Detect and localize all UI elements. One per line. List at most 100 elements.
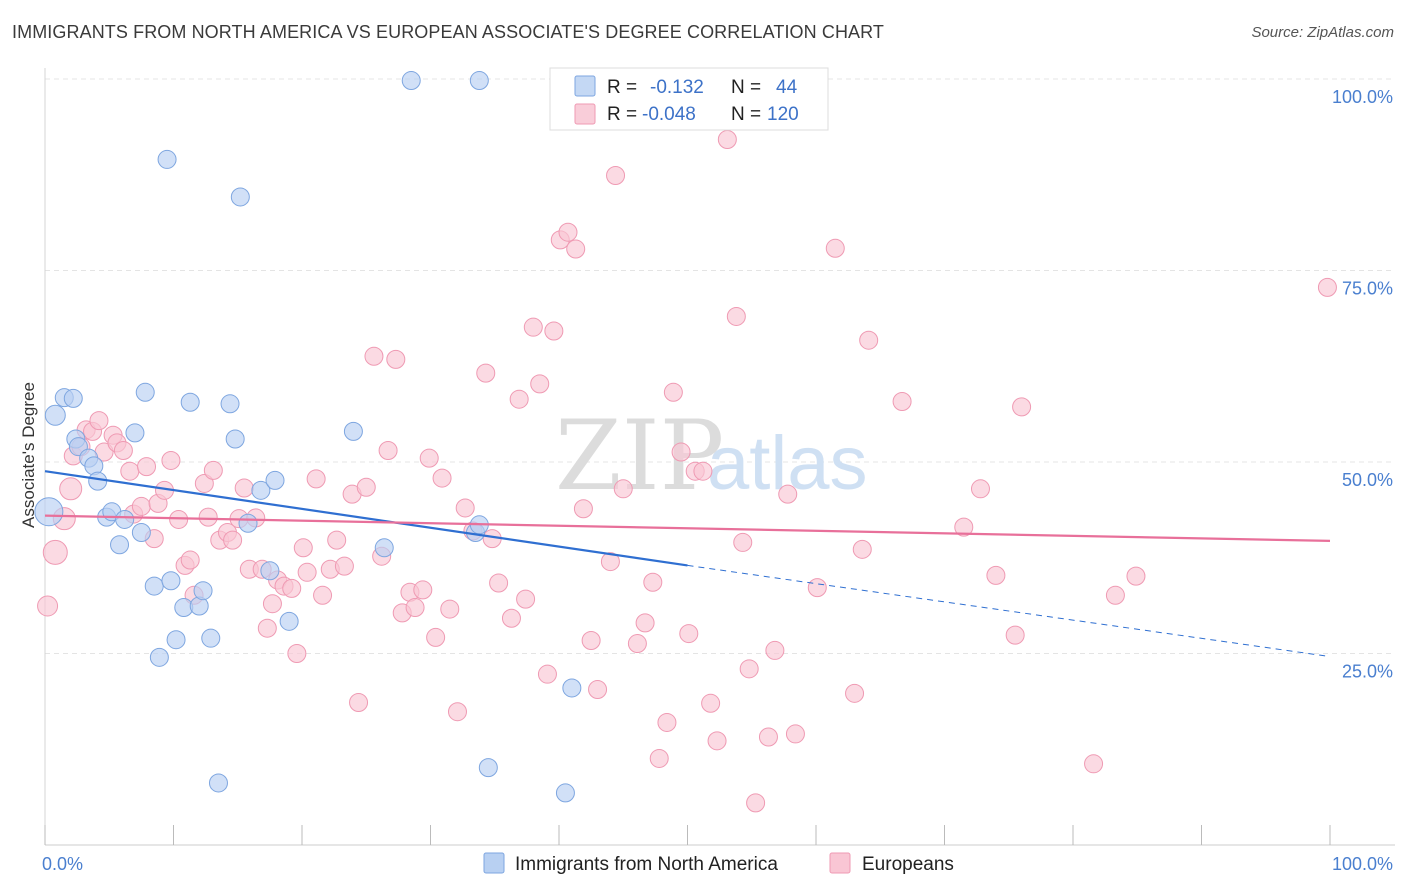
europeans-point-42 (293, 538, 313, 558)
bottom-legend-swatch-blue (483, 852, 505, 874)
europeans-point-8 (89, 411, 109, 431)
north-america-point-35 (343, 421, 363, 441)
legend-n-value-blue: 44 (776, 77, 798, 98)
europeans-point-121 (1317, 277, 1337, 297)
north-america-point-29 (230, 187, 250, 207)
europeans-point-95 (693, 461, 713, 481)
europeans-point-112 (892, 391, 912, 411)
europeans-point-12 (113, 441, 133, 461)
north-america-point-31 (251, 480, 271, 500)
europeans-point-71 (509, 389, 529, 409)
north-america-point-42 (555, 783, 575, 803)
europeans-point-83 (600, 552, 620, 572)
legend-n-label-pink: N = (731, 104, 761, 125)
europeans-point-104 (765, 640, 785, 660)
europeans-point-64 (447, 702, 467, 722)
north-america-trend-line (44, 470, 688, 567)
europeans-points (37, 130, 1337, 813)
europeans-point-30 (223, 530, 243, 550)
europeans-point-81 (581, 630, 601, 650)
watermark: ZIP atlas (555, 400, 868, 512)
europeans-point-108 (825, 238, 845, 258)
europeans-point-58 (405, 598, 425, 618)
europeans-point-63 (440, 599, 460, 619)
north-america-trend-extension (687, 564, 1331, 658)
europeans-point-111 (859, 330, 879, 350)
north-america-point-43 (562, 678, 582, 698)
x-tick-label-1: 100.0% (1332, 854, 1393, 874)
legend-box: R = -0.132 N = 44 R = -0.048 N = 120 (549, 67, 829, 131)
north-america-point-30 (238, 513, 258, 533)
europeans-point-45 (313, 585, 333, 605)
europeans-point-62 (432, 468, 452, 488)
legend-r-label-pink: R = (607, 104, 637, 125)
europeans-point-54 (378, 441, 398, 461)
europeans-point-99 (726, 306, 746, 326)
europeans-point-84 (606, 166, 626, 186)
europeans-point-90 (657, 712, 677, 732)
legend-swatch-blue (574, 75, 596, 97)
north-america-point-34 (279, 611, 299, 631)
legend-r-value-pink: -0.048 (642, 104, 696, 125)
north-america-point-8 (88, 471, 108, 491)
europeans-point-43 (297, 562, 317, 582)
europeans-point-72 (516, 589, 536, 609)
europeans-point-73 (523, 317, 543, 337)
europeans-point-101 (739, 659, 759, 679)
north-america-point-17 (149, 647, 169, 667)
europeans-point-103 (758, 727, 778, 747)
europeans-point-75 (537, 664, 557, 684)
europeans-point-36 (257, 618, 277, 638)
y-tick-label-3: 100.0% (1332, 87, 1393, 107)
europeans-point-109 (845, 683, 865, 703)
legend-n-label-blue: N = (731, 77, 761, 98)
north-america-point-3 (63, 388, 83, 408)
chart-title: IMMIGRANTS FROM NORTH AMERICA VS EUROPEA… (12, 22, 885, 42)
source-label: Source: ZipAtlas.com (1251, 24, 1394, 41)
axes (44, 68, 1395, 846)
legend-box-frame (549, 67, 829, 131)
europeans-point-61 (426, 627, 446, 647)
europeans-point-88 (643, 572, 663, 592)
europeans-point-82 (588, 680, 608, 700)
europeans-point-106 (785, 724, 805, 744)
north-america-point-41 (478, 758, 498, 778)
north-america-point-32 (260, 561, 280, 581)
watermark-zip: ZIP (555, 400, 724, 512)
europeans-trend-line (44, 514, 1331, 542)
europeans-point-96 (701, 693, 721, 713)
europeans-point-92 (671, 442, 691, 462)
europeans-point-105 (778, 484, 798, 504)
north-america-point-16 (144, 576, 164, 596)
europeans-point-85 (613, 479, 633, 499)
europeans-point-110 (852, 539, 872, 559)
europeans-point-37 (262, 594, 282, 614)
europeans-point-89 (649, 748, 669, 768)
north-america-point-12 (115, 509, 135, 529)
europeans-point-74 (530, 374, 550, 394)
europeans-point-107 (807, 578, 827, 598)
north-america-point-19 (161, 571, 181, 591)
europeans-point-69 (489, 573, 509, 593)
y-tick-label-1: 50.0% (1342, 470, 1393, 490)
europeans-point-15 (131, 496, 151, 516)
north-america-point-18 (157, 149, 177, 169)
north-america-points (34, 71, 582, 803)
north-america-point-22 (180, 392, 200, 412)
bottom-legend-label-blue: Immigrants from North America (515, 854, 778, 875)
europeans-point-98 (717, 130, 737, 150)
europeans-point-97 (707, 731, 727, 751)
europeans-point-100 (733, 532, 753, 552)
europeans-point-16 (137, 457, 157, 477)
legend-swatch-pink (574, 103, 596, 125)
europeans-point-65 (455, 498, 475, 518)
europeans-point-0 (37, 595, 59, 617)
europeans-point-40 (282, 578, 302, 598)
bottom-legend-label-pink: Europeans (862, 854, 954, 875)
north-america-point-27 (220, 394, 240, 414)
europeans-point-44 (306, 469, 326, 489)
europeans-point-118 (1084, 754, 1104, 774)
europeans-point-23 (180, 550, 200, 570)
europeans-point-70 (501, 608, 521, 628)
